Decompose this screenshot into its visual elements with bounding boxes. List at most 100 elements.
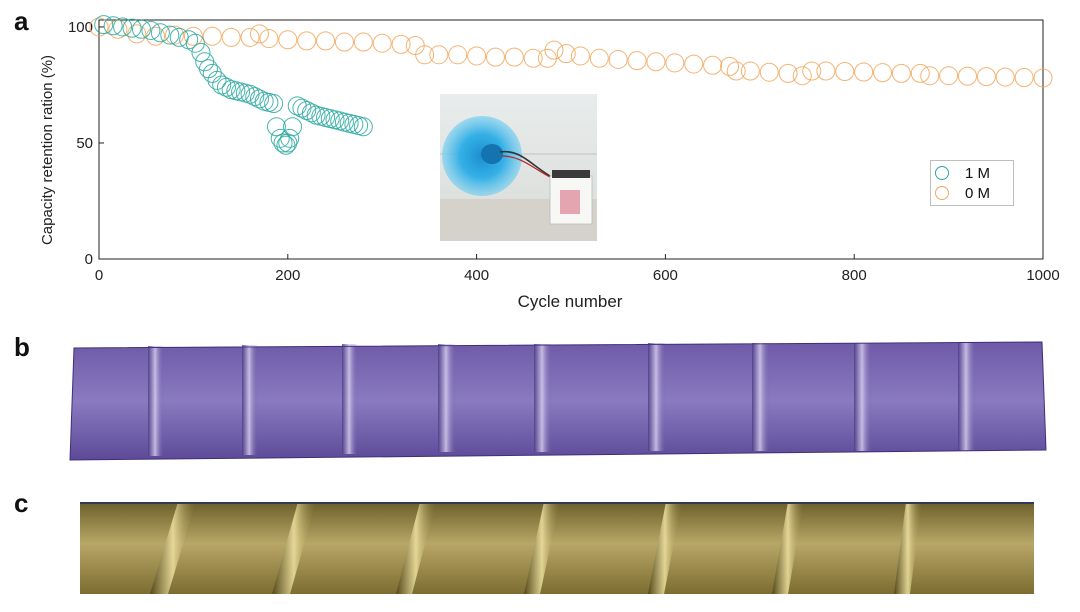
- chart-series: [89, 15, 1053, 155]
- data-point: [264, 94, 284, 114]
- data-point: [703, 55, 723, 75]
- data-point: [191, 42, 211, 62]
- data-point: [141, 20, 161, 40]
- x-tick-label: 800: [842, 267, 867, 284]
- y-axis-label: Capacity retention ration (%): [39, 55, 56, 245]
- panel-label-b: b: [14, 332, 30, 362]
- data-point: [216, 77, 236, 97]
- data-point: [726, 61, 746, 81]
- y-tick-label: 100: [68, 19, 93, 36]
- series-0m: [89, 17, 1053, 88]
- data-point: [778, 63, 798, 83]
- data-point: [646, 52, 666, 72]
- data-point: [278, 30, 298, 50]
- data-point: [740, 61, 760, 81]
- legend-item-1m: 1 M: [935, 164, 990, 182]
- data-point: [391, 34, 411, 54]
- data-point: [185, 33, 205, 53]
- data-point: [113, 17, 133, 37]
- data-point: [316, 31, 336, 51]
- data-point: [266, 117, 286, 137]
- data-point: [199, 59, 219, 79]
- data-point: [485, 47, 505, 67]
- data-point: [122, 18, 142, 38]
- data-point: [537, 48, 557, 68]
- data-point: [353, 32, 373, 52]
- data-point: [249, 24, 269, 44]
- x-tick-label: 600: [653, 267, 678, 284]
- legend-marker-1m: [935, 166, 949, 180]
- data-point: [202, 26, 222, 46]
- data-point: [280, 128, 300, 148]
- data-point: [854, 62, 874, 82]
- inset-photo-fan-battery: [440, 94, 597, 241]
- data-point: [589, 48, 609, 68]
- data-point: [94, 15, 114, 35]
- panel-label-c: c: [14, 488, 29, 518]
- x-tick-label: 400: [464, 267, 489, 284]
- data-point: [939, 66, 959, 86]
- data-point: [995, 67, 1015, 87]
- data-point: [249, 89, 269, 109]
- data-point: [891, 63, 911, 83]
- legend-label-1m: 1 M: [965, 164, 991, 182]
- data-point: [301, 103, 321, 123]
- data-point: [467, 46, 487, 66]
- data-point: [150, 23, 170, 43]
- legend-label-0m: 0 M: [965, 184, 991, 202]
- capacity-retention-chart: 0 200 400 600 800 1000 0 50 100 Capacity retenti…: [39, 15, 1060, 311]
- data-point: [89, 17, 109, 37]
- plot-frame: [98, 19, 1044, 260]
- x-tick-label: 1000: [1026, 267, 1059, 284]
- data-point: [627, 51, 647, 71]
- data-point: [160, 25, 180, 45]
- data-point: [240, 27, 260, 47]
- chart-legend: 1 M 0 M: [930, 160, 1014, 206]
- data-point: [405, 36, 425, 56]
- x-axis-label: Cycle number: [518, 292, 623, 311]
- data-point: [835, 62, 855, 82]
- x-tick-label: 0: [95, 267, 103, 284]
- data-point: [297, 31, 317, 51]
- data-point: [976, 67, 996, 87]
- data-point: [245, 87, 265, 107]
- data-point: [259, 29, 279, 49]
- data-point: [957, 66, 977, 86]
- series-1m: [94, 15, 373, 155]
- data-point: [665, 53, 685, 73]
- data-point: [207, 70, 227, 90]
- x-tick-label: 200: [275, 267, 300, 284]
- data-point: [202, 63, 222, 83]
- data-point: [429, 45, 449, 65]
- data-point: [802, 61, 822, 81]
- data-point: [556, 44, 576, 64]
- data-point: [608, 49, 628, 69]
- y-tick-label: 0: [85, 251, 93, 268]
- data-point: [372, 33, 392, 53]
- y-tick-label: 50: [76, 135, 93, 152]
- chart-axes: 0 200 400 600 800 1000 0 50 100: [68, 19, 1060, 284]
- data-point: [792, 66, 812, 86]
- data-point: [283, 117, 303, 137]
- data-point: [1014, 68, 1034, 88]
- data-point: [212, 75, 232, 95]
- photo-gold-electrode-strip: [80, 502, 1034, 594]
- data-point: [910, 63, 930, 83]
- data-point: [523, 48, 543, 68]
- panel-label-a: a: [14, 6, 29, 36]
- data-point: [131, 19, 151, 39]
- data-point: [504, 47, 524, 67]
- data-point: [759, 62, 779, 82]
- legend-item-0m: 0 M: [935, 184, 990, 202]
- data-point: [415, 45, 435, 65]
- photo-purple-electrode-strip: [69, 341, 1047, 461]
- data-point: [873, 63, 893, 83]
- data-point: [720, 56, 740, 76]
- data-point: [108, 19, 128, 39]
- data-point: [1033, 68, 1053, 88]
- data-point: [544, 40, 564, 60]
- legend-marker-0m: [935, 186, 949, 200]
- data-point: [448, 45, 468, 65]
- data-point: [165, 25, 185, 45]
- data-point: [353, 117, 373, 137]
